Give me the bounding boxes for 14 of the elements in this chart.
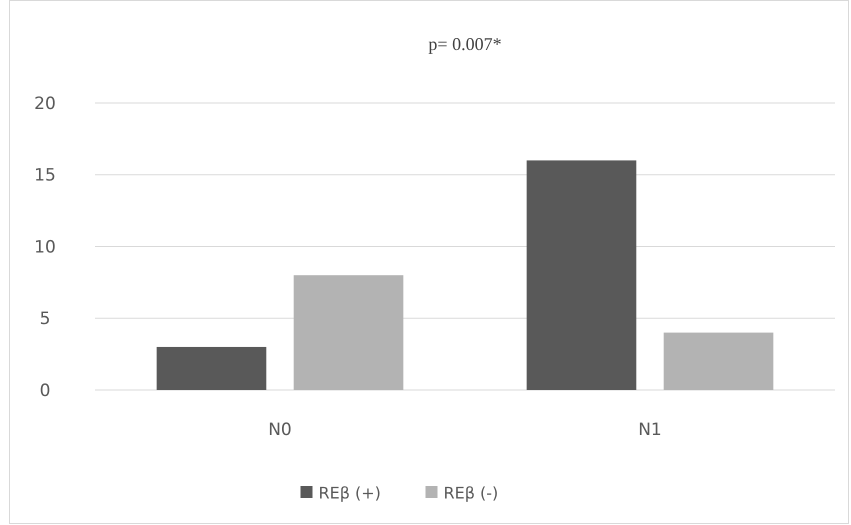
y-tick-label: 10 [34, 237, 56, 258]
legend-label: REβ (-) [444, 484, 498, 503]
bar [294, 275, 404, 390]
y-tick-label: 15 [34, 166, 56, 186]
x-tick-label: N1 [638, 420, 662, 440]
bar [664, 332, 774, 390]
chart-title: p= 0.007* [428, 34, 502, 54]
y-tick-label: 5 [40, 309, 50, 330]
bar [156, 346, 266, 390]
legend-label: REβ (+) [318, 484, 381, 503]
y-tick-label: 0 [40, 380, 50, 401]
y-tick-label: 20 [34, 94, 56, 114]
x-tick-label: N0 [268, 420, 292, 440]
bar [526, 160, 636, 390]
